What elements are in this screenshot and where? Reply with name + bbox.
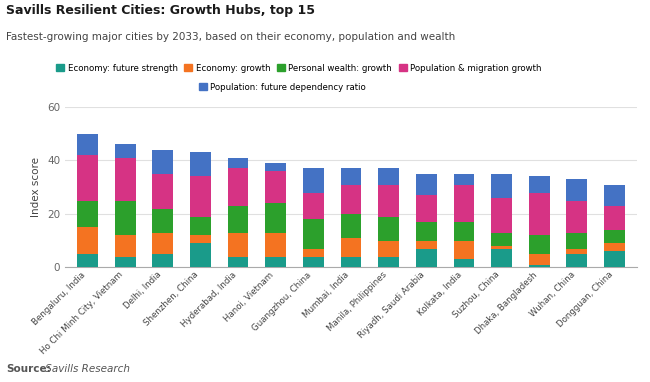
Bar xyxy=(115,257,136,267)
Bar xyxy=(416,222,437,241)
Bar xyxy=(227,206,248,233)
Bar xyxy=(265,163,286,171)
Bar xyxy=(153,209,173,233)
Bar xyxy=(491,174,512,198)
Bar xyxy=(416,195,437,222)
Bar xyxy=(190,217,211,235)
Bar xyxy=(153,150,173,174)
Bar xyxy=(303,257,324,267)
Bar xyxy=(416,249,437,267)
Bar xyxy=(416,174,437,195)
Bar xyxy=(265,257,286,267)
Bar xyxy=(604,206,625,230)
Bar xyxy=(491,249,512,267)
Bar xyxy=(265,203,286,233)
Bar xyxy=(303,249,324,257)
Bar xyxy=(115,235,136,257)
Bar xyxy=(115,158,136,201)
Bar xyxy=(566,249,587,254)
Bar xyxy=(529,193,549,235)
Bar xyxy=(378,185,399,217)
Bar xyxy=(190,176,211,217)
Bar xyxy=(227,168,248,206)
Bar xyxy=(77,201,98,227)
Bar xyxy=(566,254,587,267)
Text: Fastest-growing major cities by 2033, based on their economy, population and wea: Fastest-growing major cities by 2033, ba… xyxy=(6,32,456,42)
Bar xyxy=(604,230,625,243)
Bar xyxy=(604,185,625,206)
Bar xyxy=(341,168,361,185)
Bar xyxy=(190,235,211,243)
Bar xyxy=(227,158,248,168)
Bar xyxy=(529,176,549,193)
Bar xyxy=(416,241,437,249)
Bar xyxy=(303,219,324,249)
Bar xyxy=(153,233,173,254)
Bar xyxy=(303,168,324,193)
Bar xyxy=(529,235,549,254)
Bar xyxy=(529,265,549,267)
Bar xyxy=(378,168,399,185)
Bar xyxy=(529,254,549,265)
Bar xyxy=(153,254,173,267)
Bar xyxy=(604,251,625,267)
Bar xyxy=(341,214,361,238)
Bar xyxy=(454,222,474,241)
Bar xyxy=(491,233,512,246)
Bar xyxy=(265,233,286,257)
Bar xyxy=(227,233,248,257)
Bar xyxy=(378,217,399,241)
Bar xyxy=(454,259,474,267)
Bar xyxy=(341,238,361,257)
Bar xyxy=(604,243,625,251)
Bar xyxy=(153,174,173,209)
Bar xyxy=(190,243,211,267)
Legend: Population: future dependency ratio: Population: future dependency ratio xyxy=(200,83,366,92)
Bar xyxy=(77,254,98,267)
Bar xyxy=(491,198,512,233)
Bar xyxy=(77,155,98,201)
Legend: Economy: future strength, Economy: growth, Personal wealth: growth, Population &: Economy: future strength, Economy: growt… xyxy=(57,63,541,73)
Bar xyxy=(77,134,98,155)
Bar xyxy=(341,257,361,267)
Bar xyxy=(190,152,211,176)
Bar xyxy=(454,241,474,259)
Text: Source:: Source: xyxy=(6,364,51,374)
Bar xyxy=(566,201,587,233)
Bar xyxy=(566,233,587,249)
Bar xyxy=(227,257,248,267)
Bar xyxy=(454,185,474,222)
Text: Savills Research: Savills Research xyxy=(42,364,130,374)
Bar xyxy=(77,227,98,254)
Bar xyxy=(115,201,136,235)
Bar xyxy=(341,185,361,214)
Text: Savills Resilient Cities: Growth Hubs, top 15: Savills Resilient Cities: Growth Hubs, t… xyxy=(6,4,315,17)
Bar xyxy=(378,257,399,267)
Bar xyxy=(303,193,324,219)
Y-axis label: Index score: Index score xyxy=(31,157,42,217)
Bar xyxy=(115,144,136,158)
Bar xyxy=(491,246,512,249)
Bar xyxy=(378,241,399,257)
Bar xyxy=(566,179,587,201)
Bar xyxy=(454,174,474,185)
Bar xyxy=(265,171,286,203)
